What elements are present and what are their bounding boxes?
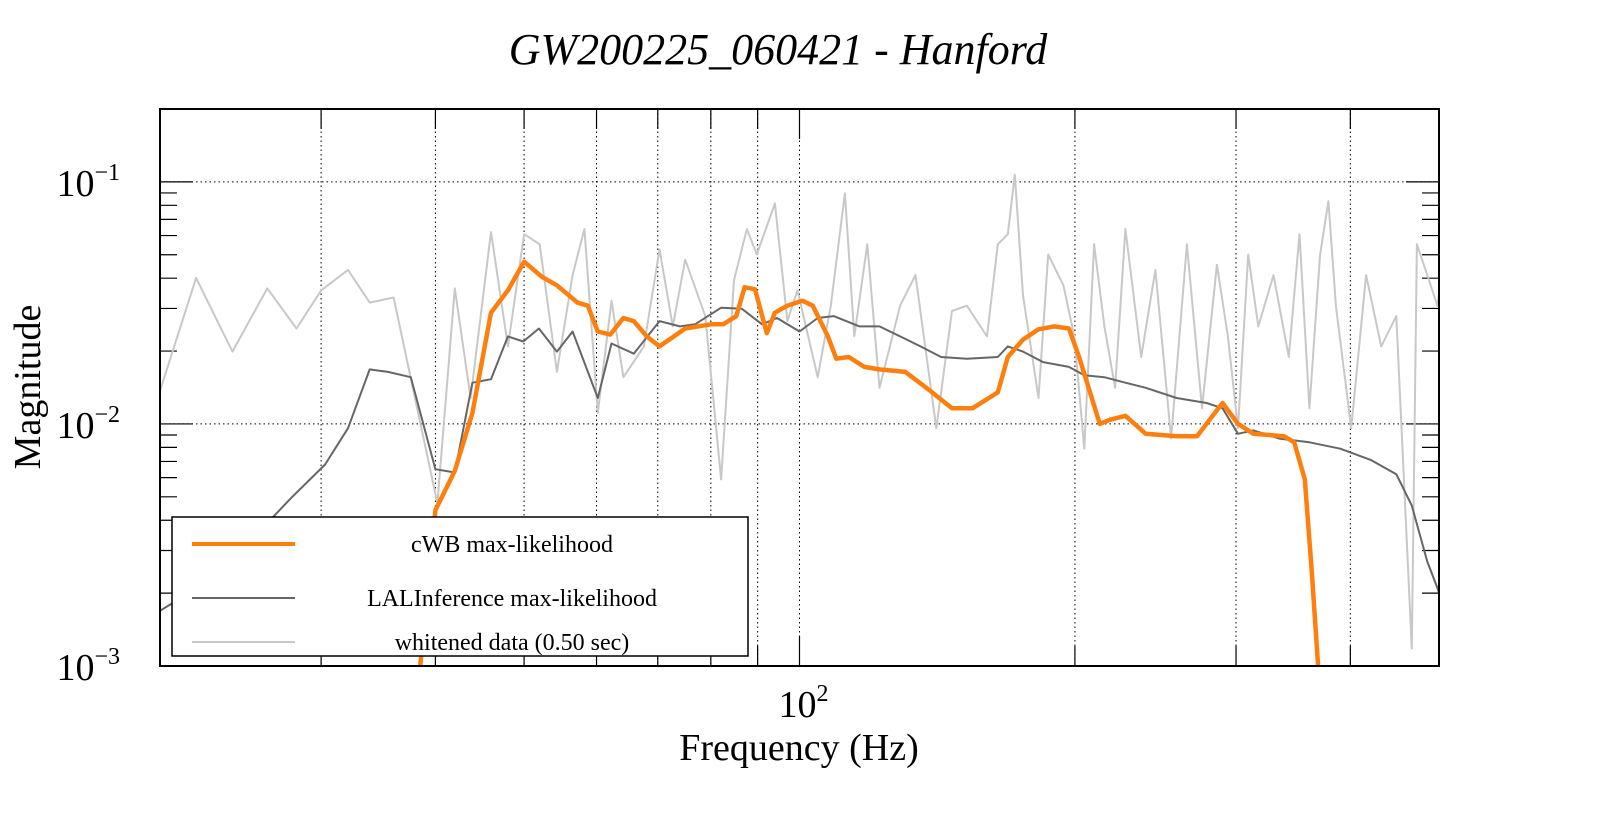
- legend-label-lalinference: LALInference max-likelihood: [367, 586, 657, 612]
- y-tick-label: 10−2: [56, 402, 120, 447]
- y-tick-label: 10−3: [56, 644, 120, 689]
- y-tick-label: 10−1: [56, 160, 120, 205]
- legend-label-cwb: cWB max-likelihood: [411, 532, 613, 558]
- legend-box: [171, 516, 749, 657]
- series-group: [160, 173, 1439, 666]
- series-line-whitened-data-0-50-sec: [160, 173, 1439, 650]
- x-tick-label: 102: [779, 681, 829, 726]
- x-axis-label: Frequency (Hz): [679, 727, 919, 769]
- y-tick-labels: 10−1 10−2 10−3: [56, 160, 120, 689]
- legend: cWB max-likelihood LALInference max-like…: [171, 516, 749, 657]
- chart-title: GW200225_060421 - Hanford: [509, 25, 1049, 74]
- y-axis-label: Magnitude: [7, 305, 49, 470]
- plot-frame: [159, 108, 1440, 667]
- series-line-lalinference-max-likelihood: [160, 306, 1439, 612]
- series-line-cwb-max-likelihood: [417, 259, 1321, 666]
- x-tick-labels: 102: [779, 681, 829, 726]
- legend-label-whitened: whitened data (0.50 sec): [395, 630, 630, 656]
